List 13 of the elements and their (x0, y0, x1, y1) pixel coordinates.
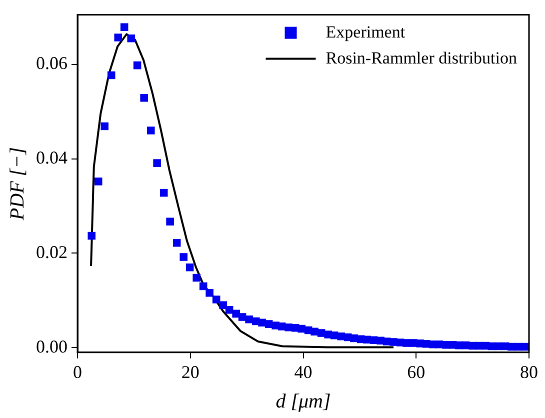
y-tick-label: 0.06 (36, 53, 68, 74)
legend-label: Experiment (326, 22, 406, 42)
x-tick-label: 20 (181, 362, 200, 382)
y-tick-label: 0.02 (36, 242, 68, 262)
x-tick-label: 40 (294, 362, 312, 382)
y-axis-title: PDF [−] (6, 147, 28, 222)
legend-label: Rosin-Rammler distribution (326, 48, 518, 68)
x-tick-label: 60 (407, 362, 426, 382)
y-tick-label: 0.04 (36, 148, 68, 168)
x-axis-title: d [μm] (276, 390, 331, 412)
y-tick-label: 0.00 (36, 336, 68, 356)
x-tick-label: 0 (73, 362, 82, 382)
x-tick-label: 80 (520, 362, 538, 382)
